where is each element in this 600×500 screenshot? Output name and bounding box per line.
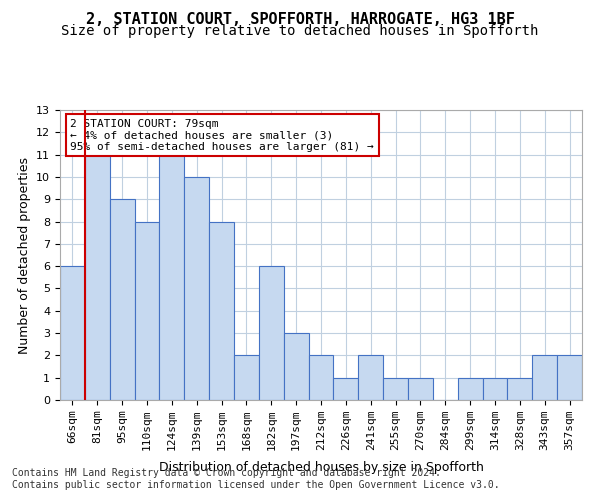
Bar [458,378,482,400]
Text: 2 STATION COURT: 79sqm
← 4% of detached houses are smaller (3)
95% of semi-detac: 2 STATION COURT: 79sqm ← 4% of detached … [70,118,374,152]
Bar [408,378,433,400]
X-axis label: Distribution of detached houses by size in Spofforth: Distribution of detached houses by size … [158,462,484,474]
Bar [60,266,85,400]
Bar [209,222,234,400]
Text: 2, STATION COURT, SPOFFORTH, HARROGATE, HG3 1BF: 2, STATION COURT, SPOFFORTH, HARROGATE, … [86,12,514,28]
Bar [284,333,308,400]
Text: Size of property relative to detached houses in Spofforth: Size of property relative to detached ho… [61,24,539,38]
Bar [482,378,508,400]
Bar [358,356,383,400]
Bar [557,356,582,400]
Bar [160,154,184,400]
Bar [184,177,209,400]
Bar [383,378,408,400]
Bar [110,199,134,400]
Bar [85,154,110,400]
Text: Contains HM Land Registry data © Crown copyright and database right 2024.
Contai: Contains HM Land Registry data © Crown c… [12,468,500,490]
Y-axis label: Number of detached properties: Number of detached properties [17,156,31,354]
Bar [134,222,160,400]
Bar [508,378,532,400]
Bar [259,266,284,400]
Bar [234,356,259,400]
Bar [532,356,557,400]
Bar [308,356,334,400]
Bar [334,378,358,400]
